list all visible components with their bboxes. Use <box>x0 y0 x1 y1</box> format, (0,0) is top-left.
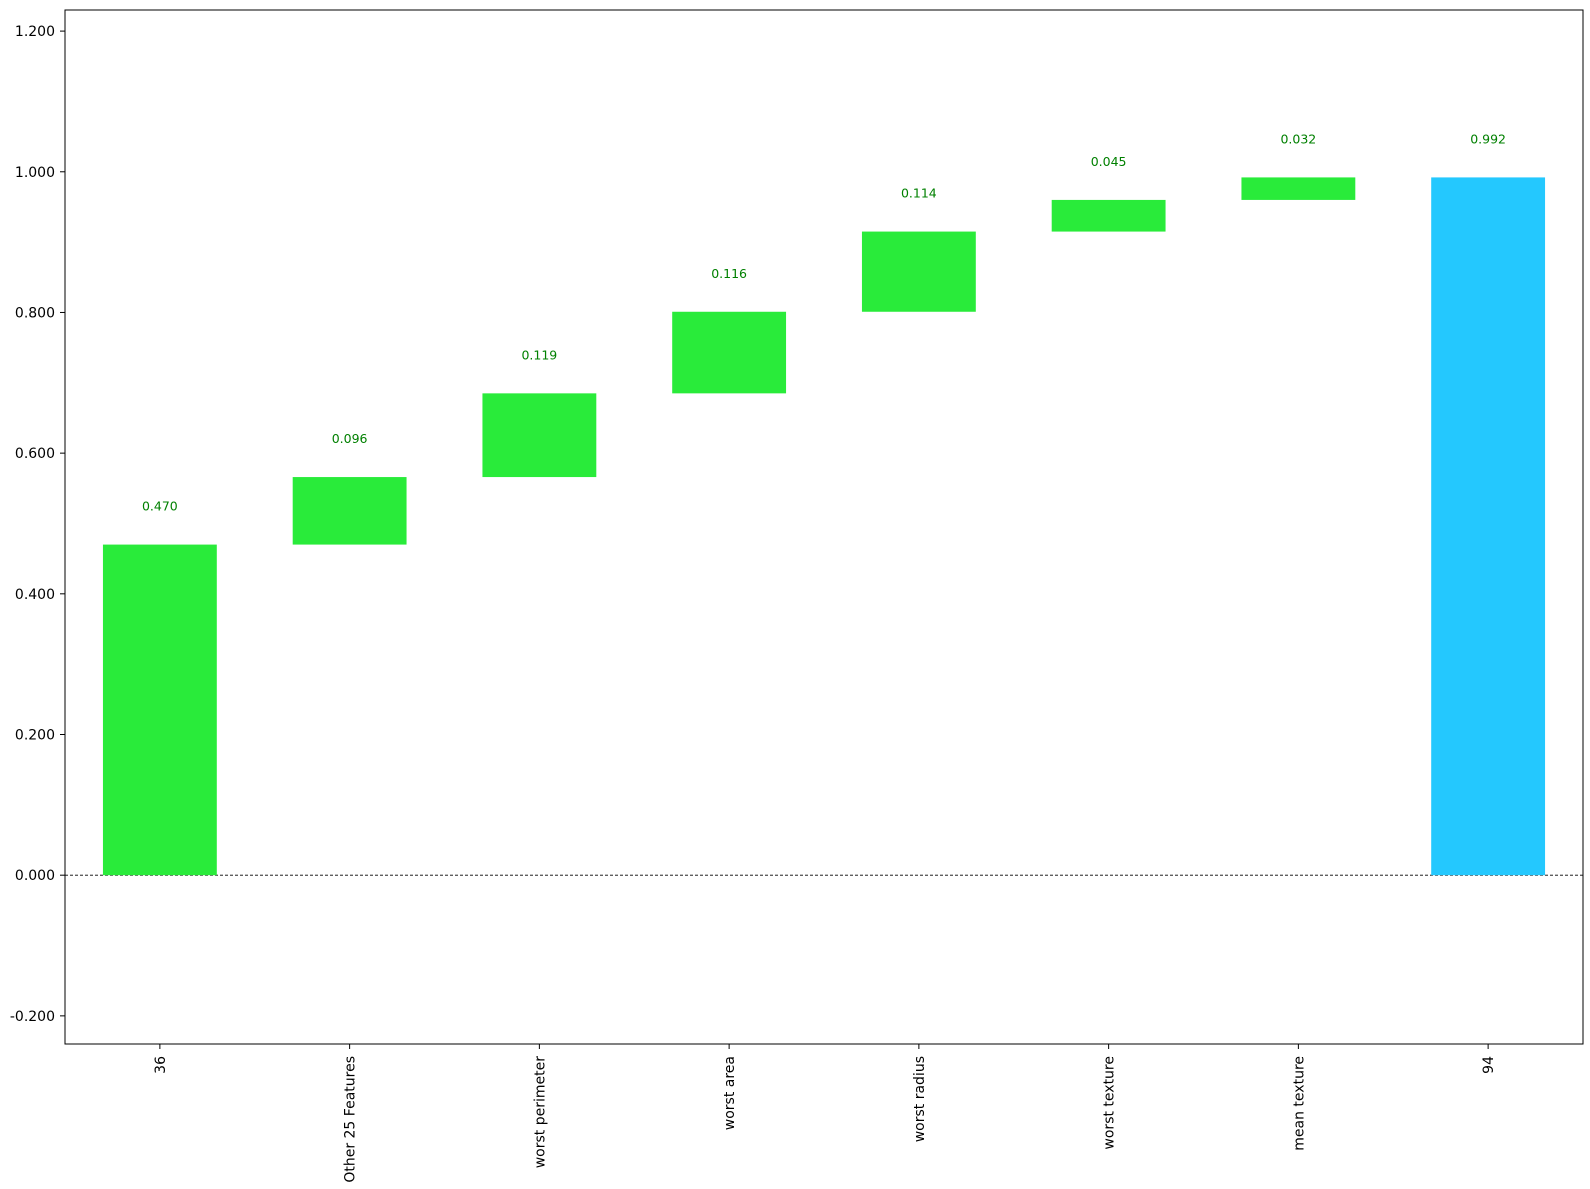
data-label-1: 0.096 <box>332 431 368 446</box>
data-label-4: 0.114 <box>901 186 937 201</box>
bar-5 <box>1051 199 1166 232</box>
bar-4 <box>861 231 976 312</box>
y-tick-label-2: 0.200 <box>15 728 55 744</box>
bar-3 <box>672 311 787 394</box>
x-tick-label-7: 94 <box>1481 1056 1497 1074</box>
y-tick-label-4: 0.600 <box>15 446 55 462</box>
data-label-7: 0.992 <box>1470 131 1506 146</box>
x-tick-label-2: worst perimeter <box>532 1056 548 1169</box>
x-tick-label-6: mean texture <box>1291 1056 1307 1151</box>
y-tick-label-7: 1.200 <box>15 24 55 40</box>
data-label-3: 0.116 <box>711 266 747 281</box>
bar-0 <box>102 544 217 876</box>
x-tick-label-4: worst radius <box>912 1056 928 1142</box>
y-tick-label-3: 0.400 <box>15 587 55 603</box>
data-label-6: 0.032 <box>1280 131 1316 146</box>
data-label-0: 0.470 <box>142 499 178 514</box>
data-label-2: 0.119 <box>521 347 557 362</box>
bar-1 <box>292 477 407 545</box>
y-tick-label-1: 0.000 <box>15 868 55 884</box>
y-tick-label-6: 1.000 <box>15 165 55 181</box>
bar-7 <box>1431 177 1546 876</box>
y-tick-label-5: 0.800 <box>15 305 55 321</box>
bar-2 <box>482 393 597 478</box>
x-tick-label-5: worst texture <box>1102 1056 1118 1150</box>
data-label-5: 0.045 <box>1091 154 1127 169</box>
plot-frame <box>64 9 1584 1045</box>
x-tick-label-3: worst area <box>722 1056 738 1130</box>
y-tick-label-0: -0.200 <box>10 1009 55 1025</box>
bar-6 <box>1241 177 1356 200</box>
x-tick-label-1: Other 25 Features <box>343 1056 359 1183</box>
x-tick-label-0: 36 <box>153 1056 169 1074</box>
